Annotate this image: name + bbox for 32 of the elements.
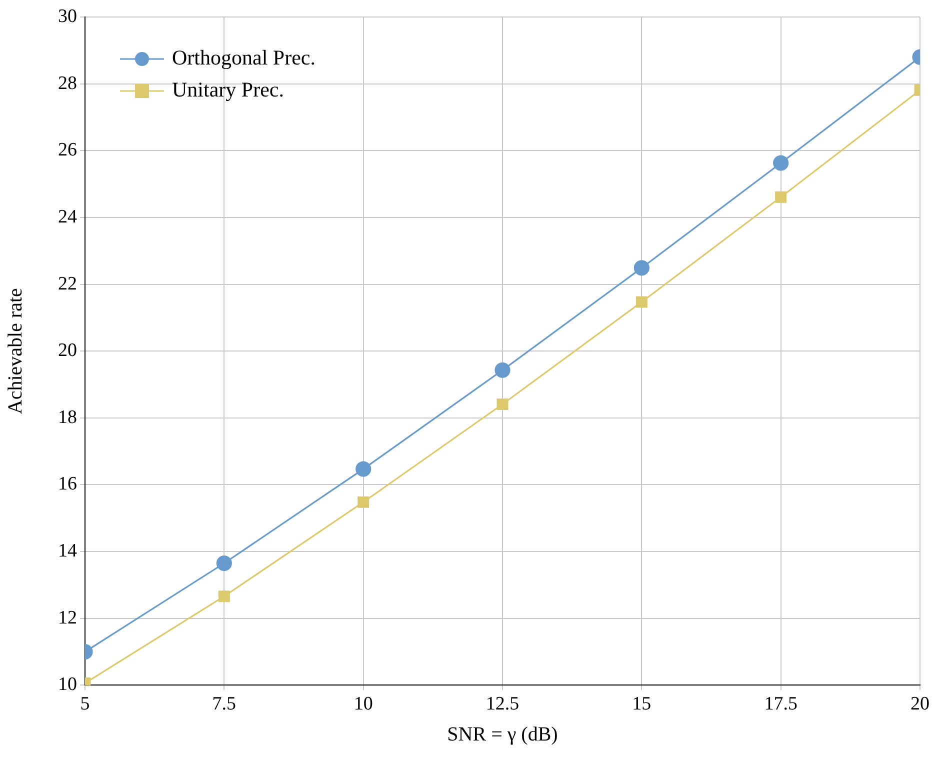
y-tick-label: 30 [58, 6, 77, 27]
point [775, 191, 787, 203]
y-tick-label: 26 [58, 140, 77, 161]
x-tick-label: 15 [632, 694, 652, 715]
x-tick-label: 10 [354, 694, 373, 715]
y-tick-label: 20 [58, 340, 77, 362]
y-tick-label: 10 [58, 674, 77, 696]
point [496, 398, 508, 410]
point [218, 590, 230, 602]
x-tick-label: 5 [80, 694, 90, 715]
legend-label: Unitary Prec. [172, 78, 284, 102]
y-tick-label: 24 [58, 206, 78, 228]
point [216, 555, 232, 572]
x-axis-title: SNR = γ (dB) [447, 723, 558, 746]
x-tick-label: 12.5 [486, 694, 520, 715]
x-tick-label: 20 [910, 694, 930, 715]
y-tick-label: 12 [58, 607, 77, 628]
x-tick-label: 17.5 [764, 694, 798, 715]
y-tick-label: 14 [58, 540, 78, 562]
y-tick-label: 22 [58, 273, 77, 294]
y-tick-label: 28 [58, 72, 77, 94]
point [634, 260, 650, 276]
point [358, 496, 370, 508]
y-axis-title: Achievable rate [4, 288, 26, 414]
x-tick-label: 7.5 [212, 694, 236, 715]
y-tick-label: 18 [58, 406, 77, 428]
point [356, 461, 372, 477]
point [773, 155, 789, 171]
point [636, 296, 648, 308]
point [494, 362, 510, 378]
y-tick-label: 16 [58, 474, 77, 495]
legend-label: Orthogonal Prec. [172, 46, 316, 70]
